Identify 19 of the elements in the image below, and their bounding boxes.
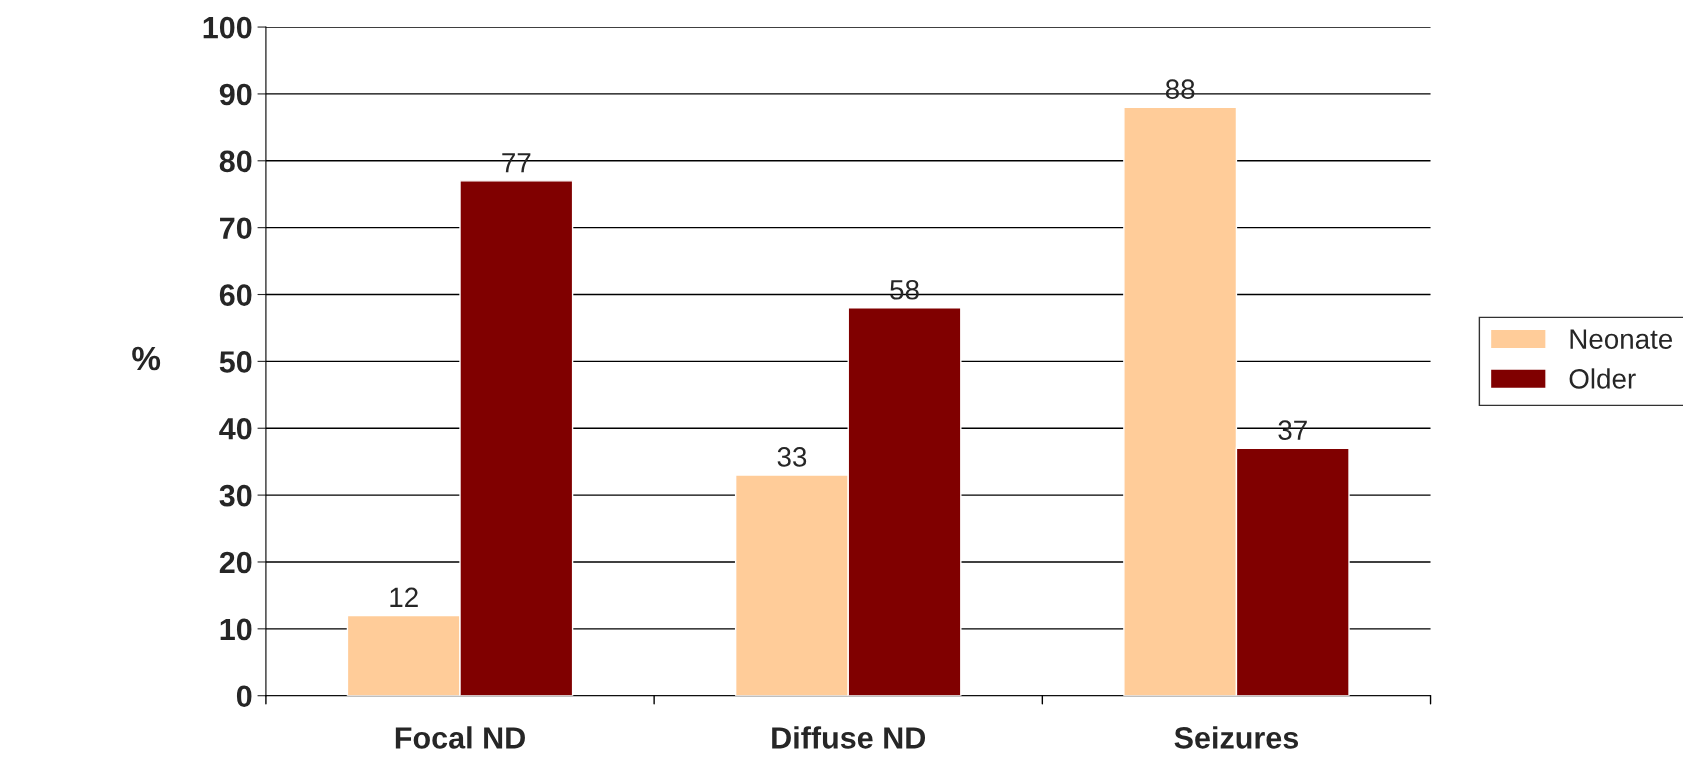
- x-tick-label: Seizures: [1174, 726, 1299, 749]
- data-label: 12: [390, 587, 418, 607]
- x-tick-label: Focal ND: [395, 726, 525, 749]
- y-tick-label: 100: [203, 16, 252, 39]
- legend-label: Older: [1569, 368, 1636, 389]
- y-tick-label: 10: [220, 618, 252, 641]
- y-tick-label: 90: [219, 83, 252, 106]
- data-label: 33: [777, 447, 807, 467]
- legend-label: Neonate: [1570, 329, 1673, 349]
- x-tick-label: Diffuse ND: [772, 726, 926, 749]
- y-tick-label: 20: [219, 551, 252, 574]
- y-tick-label: 50: [219, 351, 252, 373]
- y-tick-label: 0: [236, 685, 252, 708]
- y-tick-label: 40: [219, 417, 252, 440]
- y-tick-label: 60: [219, 284, 252, 306]
- y-tick-label: 80: [219, 150, 252, 173]
- y-tick-label: 30: [219, 484, 252, 507]
- y-axis-title: %: [132, 346, 161, 371]
- y-tick-label: 70: [220, 217, 252, 240]
